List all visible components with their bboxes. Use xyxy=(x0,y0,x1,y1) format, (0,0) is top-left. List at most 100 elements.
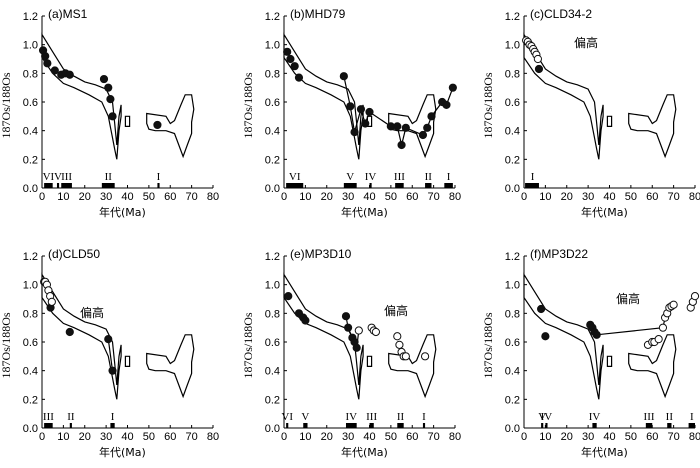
interval-label: V xyxy=(301,411,309,423)
panel-b: 0.0 0.2 0.4 0.6 0.8 1.0 1.2 0 10 20 30 40 50 60 70 80 年代… xyxy=(241,7,461,219)
interval-label: I xyxy=(157,171,161,183)
interval-bar xyxy=(397,423,404,428)
x-tick-label: 70 xyxy=(428,191,440,203)
data-point-filled xyxy=(65,327,74,337)
y-tick-label: 1.2 xyxy=(265,11,280,23)
interval-bar xyxy=(303,423,308,428)
interval-bar xyxy=(56,183,60,188)
y-axis-label: 187Os/188Os xyxy=(0,312,13,378)
x-tick-label: 40 xyxy=(603,431,615,443)
data-point-filled xyxy=(592,330,601,339)
y-tick-label: 0.8 xyxy=(23,308,38,320)
y-tick-label: 0.2 xyxy=(505,394,520,406)
data-point-filled xyxy=(41,52,50,61)
y-tick-label: 0.2 xyxy=(265,394,280,406)
data-point-filled xyxy=(344,323,353,332)
data-point-open xyxy=(669,300,678,309)
interval-bar xyxy=(286,423,289,428)
y-axis-label: 187Os/188Os xyxy=(481,72,495,138)
x-axis-label: 年代(Ma) xyxy=(341,445,388,459)
y-tick-label: 0.0 xyxy=(23,183,38,195)
interval-bar xyxy=(286,183,304,188)
envelope-main xyxy=(523,32,604,160)
interval-label: VI xyxy=(281,411,293,423)
panel-e: 0.0 0.2 0.4 0.6 0.8 1.0 1.2 0 10 20 30 40 50 60 70 80 年代… xyxy=(241,247,461,459)
data-point-open xyxy=(371,327,381,337)
x-tick-label: 60 xyxy=(646,191,658,203)
envelope-late xyxy=(146,334,195,399)
x-axis-label: 年代(Ma) xyxy=(341,205,388,219)
y-tick-label: 1.2 xyxy=(265,251,280,263)
x-tick-label: 20 xyxy=(321,431,333,443)
envelope-main xyxy=(41,272,122,400)
x-tick-label: 30 xyxy=(100,191,112,203)
y-tick-label: 0.8 xyxy=(505,308,520,320)
y-tick-label: 0.4 xyxy=(505,366,520,378)
data-point-filled xyxy=(427,112,436,121)
x-tick-label: 40 xyxy=(603,191,615,203)
data-point-filled xyxy=(442,100,451,109)
x-tick-label: 10 xyxy=(57,191,69,203)
envelope-box xyxy=(366,355,373,367)
data-point-filled xyxy=(401,123,410,132)
x-tick-label: 80 xyxy=(449,191,461,203)
interval-label: II xyxy=(666,411,674,423)
interval-label: VI xyxy=(43,171,55,183)
y-tick-label: 0.4 xyxy=(23,366,38,378)
x-tick-label: 40 xyxy=(121,431,133,443)
x-tick-label: 60 xyxy=(164,431,176,443)
panel-title: (e)MP3D10 xyxy=(290,247,352,261)
data-point-open xyxy=(533,54,542,64)
y-tick-label: 0.6 xyxy=(505,337,520,349)
data-point-filled xyxy=(294,73,304,82)
x-tick-label: 20 xyxy=(561,191,573,203)
x-tick-label: 50 xyxy=(625,431,637,443)
interval-label: IV xyxy=(541,411,553,423)
panel-title: (b)MHD79 xyxy=(290,7,346,21)
x-tick-label: 0 xyxy=(521,191,527,203)
y-tick-label: 0.2 xyxy=(23,394,38,406)
data-point-filled xyxy=(108,366,117,375)
x-tick-label: 0 xyxy=(39,431,45,443)
data-point-filled xyxy=(356,105,366,114)
envelope-box xyxy=(606,355,613,367)
y-tick-label: 0.0 xyxy=(23,423,38,435)
y-axis-label: 187Os/188Os xyxy=(0,72,13,138)
x-tick-label: 40 xyxy=(363,431,375,443)
data-point-filled xyxy=(537,304,546,314)
data-point-filled xyxy=(99,74,109,84)
x-tick-label: 20 xyxy=(79,431,91,443)
interval-label: I xyxy=(531,171,535,183)
y-tick-label: 1.2 xyxy=(23,11,38,23)
interval-label: III xyxy=(61,171,72,183)
x-tick-label: 60 xyxy=(646,431,658,443)
data-point-filled xyxy=(104,83,113,92)
data-point-filled xyxy=(361,119,370,128)
interval-bar xyxy=(44,183,53,188)
panel-d: 0.0 0.2 0.4 0.6 0.8 1.0 1.2 0 10 20 30 40 50 60 70 80 年代… xyxy=(0,247,219,459)
x-tick-label: 10 xyxy=(539,431,551,443)
interval-bar xyxy=(425,183,432,188)
y-tick-label: 1.0 xyxy=(505,40,520,52)
y-tick-label: 0.2 xyxy=(505,154,520,166)
panel-a: 0.0 0.2 0.4 0.6 0.8 1.0 1.2 0 10 20 30 40 50 60 70 80 年代… xyxy=(0,7,219,219)
panel-f: 0.0 0.2 0.4 0.6 0.8 1.0 1.2 0 10 20 30 40 50 60 70 80 年代… xyxy=(481,247,700,459)
data-point-filled xyxy=(352,343,361,352)
interval-label: I xyxy=(447,171,451,183)
interval-bar xyxy=(422,423,426,428)
interval-label: III xyxy=(43,411,54,423)
x-axis-label: 年代(Ma) xyxy=(99,205,146,219)
data-point-open xyxy=(393,332,402,341)
envelope-box xyxy=(124,355,131,367)
data-point-open xyxy=(47,297,56,306)
interval-label: V xyxy=(538,411,546,423)
interval-label: V xyxy=(54,171,62,183)
interval-label: I xyxy=(111,411,115,423)
interval-bar xyxy=(110,423,115,428)
x-tick-label: 10 xyxy=(57,431,69,443)
interval-label: II xyxy=(105,171,113,183)
x-tick-label: 50 xyxy=(385,431,397,443)
y-tick-label: 0.6 xyxy=(23,337,38,349)
y-tick-label: 1.2 xyxy=(505,251,520,263)
